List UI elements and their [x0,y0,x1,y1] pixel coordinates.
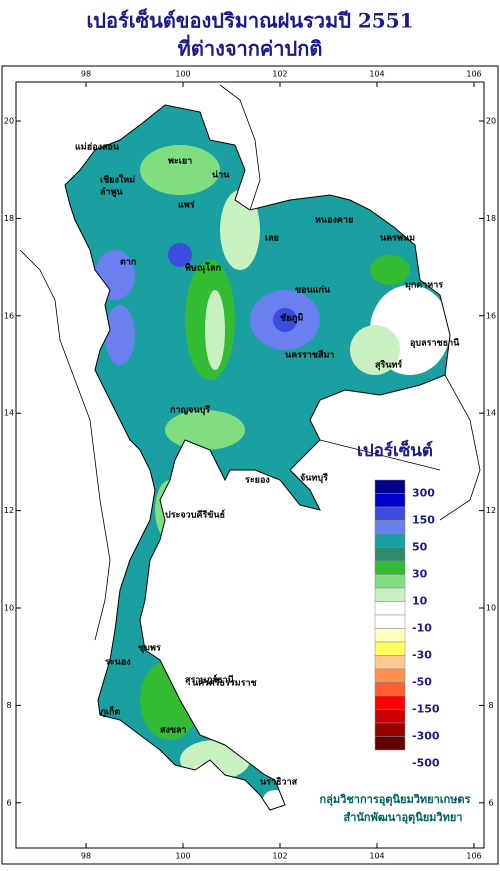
place-label: ระนอง [105,658,131,668]
lon-tick-label: 100 [175,852,190,861]
credit-line: สำนักพัฒนาอุตุนิยมวิทยา [344,811,463,825]
place-label: มุกดาหาร [405,281,443,291]
legend-label: -500 [412,757,440,770]
lat-tick-label: 20 [4,117,14,126]
place-label: นครศรีธรรมราช [192,678,257,689]
legend-swatch [374,493,406,508]
legend-swatch [374,668,406,683]
legend-swatch [374,655,406,670]
lon-tick-label: 100 [175,70,190,79]
place-label: พะเยา [168,157,192,167]
title-line: เปอร์เซ็นต์ของปริมาณฝนรวมปี 2551 [86,8,413,33]
place-label: ขอนแก่น [295,285,331,296]
lat-tick-label: 8 [6,701,11,710]
legend-label: -10 [412,622,432,635]
legend-label: -150 [412,703,440,716]
legend-swatch [374,709,406,724]
lat-tick-label: 6 [488,798,493,807]
place-label: นครพนม [380,234,415,244]
legend-swatch [374,533,406,548]
legend-swatch [374,695,406,710]
legend-swatch [374,547,406,562]
outer-frame [1,65,499,865]
legend-swatch [374,722,406,737]
place-label: ชัยภูมิ [280,313,303,324]
lon-tick-label: 102 [272,70,287,79]
place-label: ภูเก็ต [100,705,120,718]
place-label: พิษณุโลก [185,262,221,274]
place-label: สุราษฎร์ธานี [185,674,235,686]
place-label: ประจวบคีรีขันธ์ [165,509,225,521]
lon-tick-label: 98 [81,852,91,861]
place-label: ชุมพร [138,644,161,654]
lat-tick-label: 18 [486,214,496,223]
place-label: หนองคาย [315,216,353,226]
lat-tick-label: 8 [488,701,493,710]
legend-label: 10 [412,595,428,608]
credit-line: กลุ่มวิชาการอุตุนิยมวิทยาเกษตร [320,793,471,807]
lat-tick-label: 16 [4,311,14,320]
legend-title: เปอร์เซ็นต์ [357,438,433,461]
place-label: จันทบุรี [300,473,328,484]
lat-tick-label: 16 [486,311,496,320]
legend-label: 30 [412,568,428,581]
lat-tick-label: 12 [4,506,14,515]
legend-swatch [374,574,406,589]
place-label: แม่ฮ่องสอน [75,142,120,153]
place-label: เลย [265,234,279,244]
lon-tick-label: 106 [466,70,481,79]
place-label: นราธิวาส [260,777,298,788]
place-label: แพร่ [178,200,195,211]
lat-tick-label: 6 [6,798,11,807]
lon-tick-label: 104 [369,70,384,79]
place-label: ระยอง [245,476,270,486]
legend-label: 50 [412,541,428,554]
place-label: อุบลราชธานี [410,338,460,349]
map-frame [15,81,485,849]
legend-swatch [374,628,406,643]
lon-tick-label: 98 [81,70,91,79]
lat-tick-label: 14 [486,409,496,418]
lat-tick-label: 20 [486,117,496,126]
legend-label: -300 [412,730,440,743]
legend-swatch [374,736,406,751]
place-label: สงขลา [160,726,187,736]
legend-swatch [374,682,406,697]
lon-tick-label: 104 [369,852,384,861]
legend-label: 150 [412,514,435,527]
lat-tick-label: 10 [4,604,14,613]
legend-swatch [374,479,406,494]
lat-tick-label: 10 [486,604,496,613]
place-label: นครราชสีมา [285,350,334,361]
lat-tick-label: 14 [4,409,14,418]
legend-swatch [374,587,406,602]
neighbour-borders [19,84,481,641]
lon-tick-label: 102 [272,852,287,861]
lat-tick-label: 12 [486,506,496,515]
place-label: กาญจนบุรี [170,405,210,416]
place-label: สุรินทร์ [375,359,402,371]
legend-swatch [374,506,406,521]
legend-label: -50 [412,676,432,689]
place-label: น่าน [212,170,230,181]
legend-swatch [374,614,406,629]
legend-swatch [374,560,406,575]
legend-label: -30 [412,649,432,662]
place-label: ตาก [120,258,136,268]
legend-label: 300 [412,487,435,500]
legend-swatch [374,641,406,656]
place-label: ลำพูน [100,187,124,198]
lat-tick-label: 18 [4,214,14,223]
rain-field [65,105,450,810]
lon-tick-label: 106 [466,852,481,861]
legend-swatch [374,520,406,535]
legend-swatch [374,601,406,616]
title-line: ที่ต่างจากค่าปกติ [178,34,323,61]
place-label: เชียงใหม่ [100,174,135,186]
